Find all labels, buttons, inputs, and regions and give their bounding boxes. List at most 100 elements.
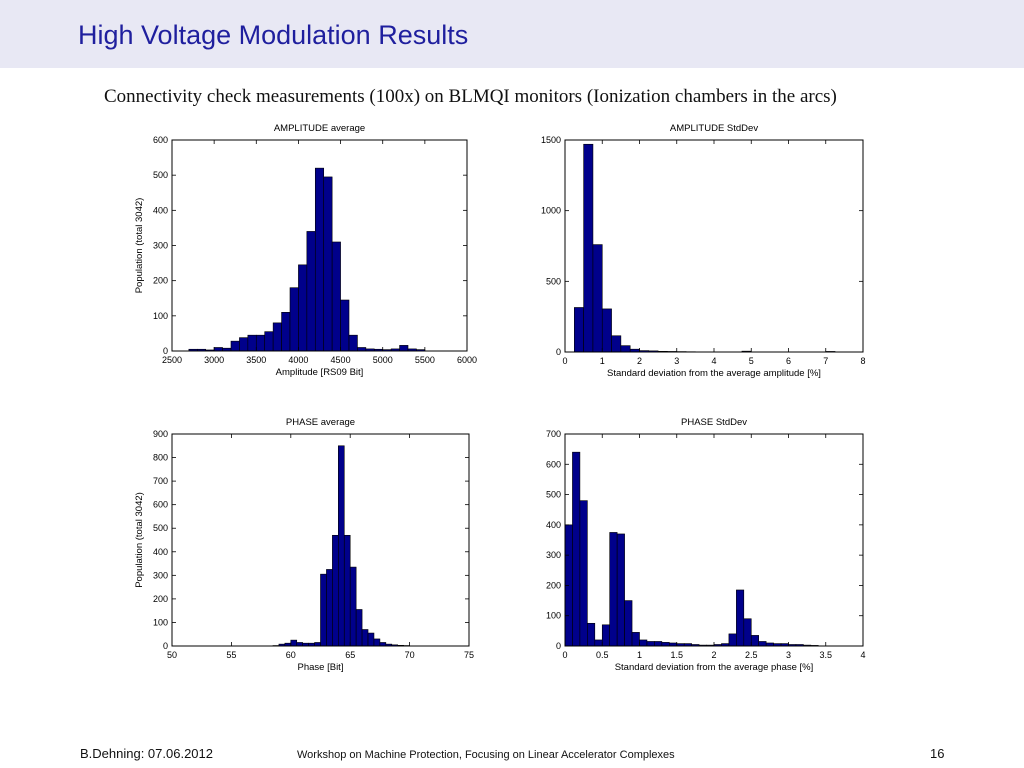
histogram-bar (357, 347, 367, 352)
histogram-bar (314, 167, 325, 352)
histogram-bar (399, 345, 409, 352)
histogram-bar (620, 345, 631, 353)
histogram-bar (340, 299, 350, 352)
y-tick-label: 800 (153, 453, 168, 463)
histogram-bar (639, 639, 648, 647)
x-tick-label: 6000 (457, 355, 477, 365)
y-tick-label: 700 (546, 429, 561, 439)
x-tick-label: 60 (286, 650, 296, 660)
y-tick-label: 500 (153, 170, 168, 180)
y-tick-label: 200 (153, 594, 168, 604)
x-axis-label: Amplitude [RS09 Bit] (276, 367, 364, 378)
histogram-bar (572, 451, 581, 647)
x-tick-label: 2500 (162, 355, 182, 365)
histogram-bar (332, 534, 339, 647)
histogram-bar (743, 618, 752, 647)
histogram-bar (592, 244, 603, 353)
x-tick-label: 0.5 (596, 650, 609, 660)
plot-frame (171, 433, 470, 647)
y-tick-label: 300 (153, 570, 168, 580)
x-tick-label: 65 (345, 650, 355, 660)
histogram-bar (296, 642, 303, 647)
histogram-bar (349, 566, 357, 647)
y-tick-label: 0 (163, 346, 168, 356)
histogram-bar (587, 622, 596, 647)
histogram-bar (601, 308, 612, 353)
histogram-bar (281, 312, 291, 352)
y-tick-label: 100 (153, 617, 168, 627)
x-tick-label: 5500 (415, 355, 435, 365)
histogram-bar (379, 642, 387, 647)
y-tick-label: 0 (163, 641, 168, 651)
footer-event: Workshop on Machine Protection, Focusing… (297, 749, 675, 761)
histogram-bar (361, 629, 369, 647)
slide-subtitle: Connectivity check measurements (100x) o… (104, 86, 837, 107)
histogram-bar (750, 635, 759, 647)
chart-title: PHASE StdDev (681, 417, 747, 428)
histogram-bar (758, 641, 767, 647)
chart-title: PHASE average (286, 417, 355, 428)
histogram-bar (264, 331, 274, 352)
histogram-bar (601, 624, 610, 647)
chart-amplitude-stddev: 0 1 2 3 4 5 6 7 8 0 500 1000 1500 AMPLITUDE StdDev Sta… (541, 123, 866, 379)
histogram-bar (616, 533, 625, 647)
y-tick-label: 400 (546, 520, 561, 530)
x-tick-label: 4000 (288, 355, 308, 365)
page-number: 16 (930, 746, 945, 761)
x-tick-label: 4 (711, 356, 716, 366)
x-axis-label: Phase [Bit] (298, 662, 344, 673)
histogram-bar (289, 287, 299, 352)
x-tick-label: 2 (637, 356, 642, 366)
histogram-bar (654, 641, 663, 647)
y-tick-label: 200 (546, 580, 561, 590)
y-tick-label: 300 (546, 550, 561, 560)
histogram-bar (314, 642, 321, 647)
x-tick-label: 2 (711, 650, 716, 660)
y-axis-label: Population (total 3042) (134, 198, 145, 294)
chart-phase-stddev: 0 0.5 1 1.5 2 2.5 3 3.5 4 0 100 200 300 400 500 600 700 P… (546, 417, 866, 673)
y-tick-label: 500 (546, 490, 561, 500)
y-tick-label: 400 (153, 205, 168, 215)
histogram-bar (611, 335, 622, 353)
x-axis-label: Standard deviation from the average ampl… (607, 368, 821, 379)
histogram-bar (631, 632, 640, 647)
x-tick-label: 4 (860, 650, 865, 660)
y-tick-label: 200 (153, 276, 168, 286)
histogram-bar (323, 176, 333, 352)
histogram-bar (624, 600, 633, 647)
histogram-bar (348, 334, 358, 352)
histogram-bar (661, 642, 670, 647)
x-tick-label: 55 (226, 650, 236, 660)
chart-title: AMPLITUDE StdDev (670, 123, 758, 134)
histogram-bar (736, 589, 745, 647)
histogram-bar (326, 569, 333, 647)
x-tick-label: 5000 (373, 355, 393, 365)
y-tick-label: 0 (556, 641, 561, 651)
histogram-bar (272, 322, 282, 352)
histogram-bar (290, 639, 298, 647)
x-tick-label: 3 (786, 650, 791, 660)
x-tick-label: 3500 (246, 355, 266, 365)
header-band (0, 0, 1024, 68)
y-tick-label: 600 (546, 459, 561, 469)
histogram-bar (239, 337, 249, 352)
x-tick-label: 6 (786, 356, 791, 366)
histogram-bar (646, 641, 655, 647)
histogram-bar (373, 638, 381, 647)
x-tick-label: 75 (464, 650, 474, 660)
histogram-bar (367, 632, 375, 647)
x-axis-label: Standard deviation from the average phas… (615, 662, 814, 673)
x-tick-label: 5 (749, 356, 754, 366)
x-tick-label: 1.5 (670, 650, 683, 660)
footer-author-date: B.Dehning: 07.06.2012 (80, 746, 213, 761)
histogram-bar (579, 500, 588, 647)
histogram-bar (583, 143, 594, 353)
chart-phase-average: 50 55 60 65 70 75 0 100 200 300 400 500 600 700 800 900… (134, 417, 474, 673)
x-tick-label: 2.5 (745, 650, 758, 660)
slide-title: High Voltage Modulation Results (78, 20, 469, 50)
histogram-bar (728, 633, 737, 647)
histogram-bar (331, 241, 341, 352)
y-tick-label: 100 (546, 611, 561, 621)
x-tick-label: 0 (562, 356, 567, 366)
histogram-bar (355, 609, 363, 647)
